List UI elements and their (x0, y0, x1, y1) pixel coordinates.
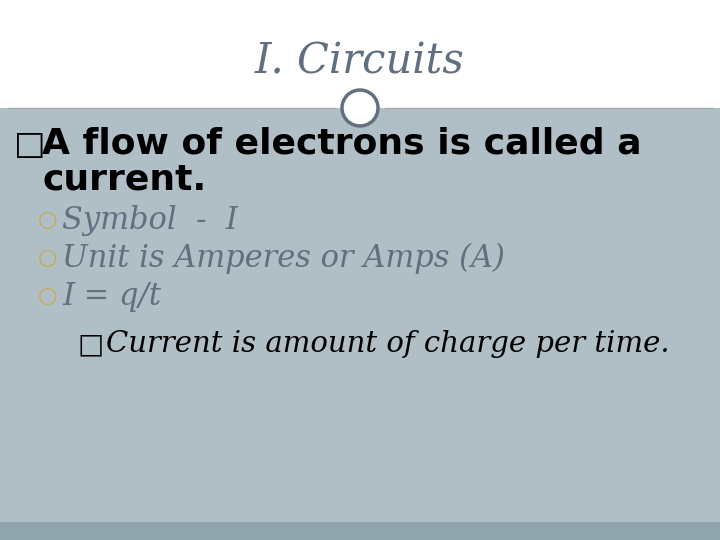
Text: ○: ○ (38, 210, 58, 230)
Text: I = q/t: I = q/t (62, 280, 161, 312)
Text: A flow of electrons is called a: A flow of electrons is called a (42, 127, 642, 161)
Text: I. Circuits: I. Circuits (255, 41, 465, 83)
Bar (0, 522, 720, 540)
Text: ○: ○ (38, 248, 58, 268)
Bar (0, 0, 720, 110)
Text: □: □ (14, 127, 45, 160)
Text: ○: ○ (38, 286, 58, 306)
Text: current.: current. (42, 163, 206, 197)
Text: Unit is Amperes or Amps (A): Unit is Amperes or Amps (A) (62, 242, 505, 274)
Text: Symbol  -  I: Symbol - I (62, 205, 238, 235)
Circle shape (342, 90, 378, 126)
Text: Current is amount of charge per time.: Current is amount of charge per time. (106, 330, 670, 358)
Text: □: □ (78, 330, 104, 358)
Bar (0, 108, 720, 522)
